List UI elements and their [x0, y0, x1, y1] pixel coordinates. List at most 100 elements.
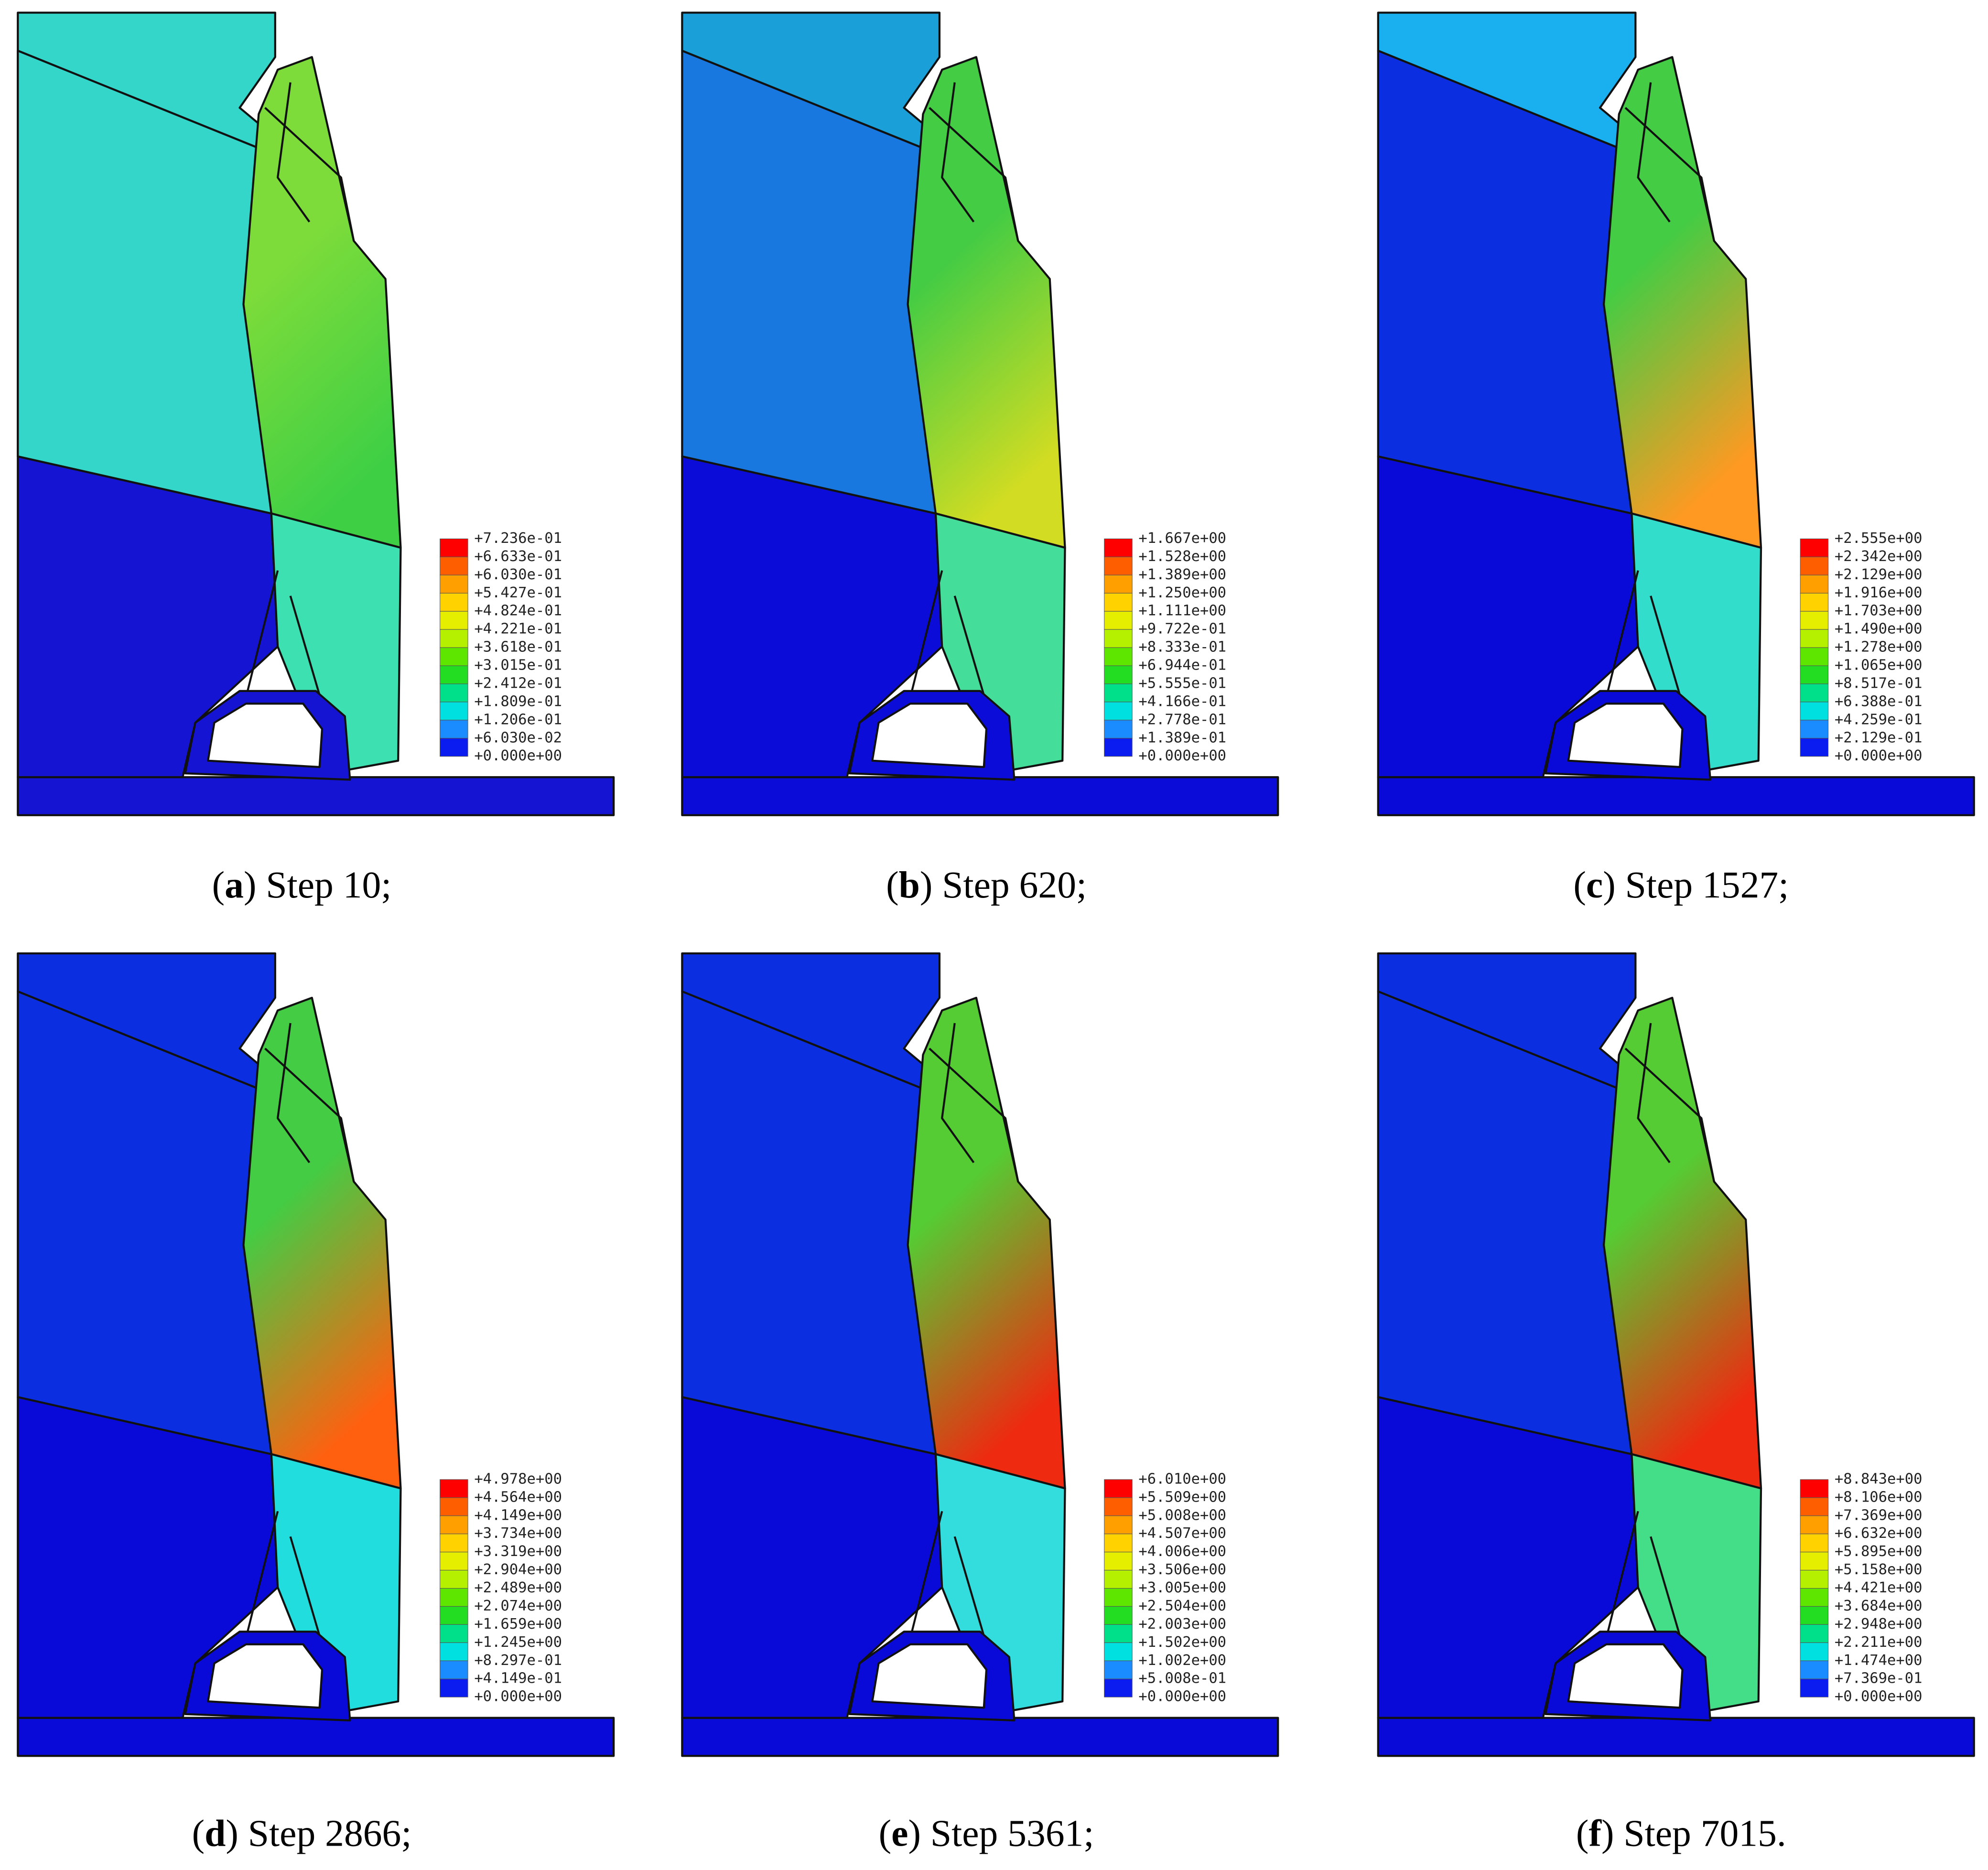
caption: (e) Step 5361; — [879, 1813, 1094, 1855]
rock-column — [1602, 56, 1762, 549]
caption-prefix: ( — [1573, 864, 1586, 906]
legend-label: +6.010e+00 — [1138, 1470, 1226, 1487]
legend-label: +1.490e+00 — [1835, 621, 1923, 638]
legend-label: +6.632e+00 — [1835, 1525, 1923, 1542]
legend-swatch — [1800, 574, 1829, 594]
panel: +7.236e-01+6.633e-01+6.030e-01+5.427e-01… — [17, 11, 615, 816]
legend-label: +4.006e+00 — [1138, 1543, 1226, 1560]
rock-column — [907, 996, 1066, 1490]
legend-swatch — [440, 1497, 468, 1516]
legend-label: +1.065e+00 — [1835, 657, 1923, 674]
legend-swatch — [1104, 593, 1133, 612]
legend-label: +4.507e+00 — [1138, 1525, 1226, 1542]
rock-column — [242, 996, 402, 1490]
panel: +2.555e+00+2.342e+00+2.129e+00+1.916e+00… — [1377, 11, 1975, 816]
legend-swatch — [1104, 1515, 1133, 1535]
caption-letter: d — [205, 1813, 226, 1855]
legend-label: +1.916e+00 — [1835, 584, 1923, 601]
legend-label: +2.778e-01 — [1138, 711, 1226, 728]
legend-label: +0.000e+00 — [474, 747, 562, 764]
legend-label: +2.003e+00 — [1138, 1616, 1226, 1632]
legend-swatch — [440, 683, 468, 703]
caption-text: ) Step 1527; — [1603, 864, 1789, 906]
legend-swatch — [440, 593, 468, 612]
caption-text: ) Step 7015. — [1601, 1813, 1786, 1855]
legend-swatch — [1800, 1570, 1829, 1589]
legend-label: +5.008e-01 — [1138, 1670, 1226, 1687]
legend-swatch — [1800, 1678, 1829, 1697]
legend-swatch — [1800, 1588, 1829, 1607]
caption-letter: f — [1588, 1813, 1602, 1855]
legend-label: +2.129e+00 — [1835, 566, 1923, 583]
legend-label: +2.504e+00 — [1138, 1598, 1226, 1614]
joint — [1624, 107, 1715, 241]
legend-swatch — [1104, 1624, 1133, 1643]
base-slab — [1377, 1717, 1975, 1757]
legend-label: +3.319e+00 — [474, 1543, 562, 1560]
panel: +1.667e+00+1.528e+00+1.389e+00+1.250e+00… — [681, 11, 1279, 816]
legend-label: +4.421e+00 — [1835, 1579, 1923, 1596]
tunnel-opening — [871, 703, 988, 768]
base-slab — [17, 776, 615, 816]
caption-letter: b — [899, 864, 920, 906]
legend-swatch — [1104, 629, 1133, 648]
legend-label: +1.389e-01 — [1138, 729, 1226, 746]
legend-label: +8.333e-01 — [1138, 639, 1226, 656]
rock-top — [1377, 952, 1677, 1113]
legend-label: +1.002e+00 — [1138, 1652, 1226, 1669]
legend-label: +4.149e-01 — [474, 1670, 562, 1687]
legend-label: +5.427e-01 — [474, 584, 562, 601]
legend-label: +8.106e+00 — [1835, 1489, 1923, 1505]
legend-label: +2.555e+00 — [1835, 530, 1923, 547]
legend-label: +3.684e+00 — [1835, 1598, 1923, 1614]
legend-label: +4.978e+00 — [474, 1470, 562, 1487]
legend-swatch — [1800, 720, 1829, 739]
legend-swatch — [1104, 720, 1133, 739]
legend-swatch — [440, 647, 468, 666]
legend-swatch — [1800, 738, 1829, 757]
tunnel-opening — [871, 1643, 988, 1709]
legend-swatch — [1800, 629, 1829, 648]
legend-label: +4.221e-01 — [474, 621, 562, 638]
legend-swatch — [1104, 1660, 1133, 1679]
legend-label: +1.703e+00 — [1835, 603, 1923, 619]
legend-label: +1.245e+00 — [474, 1634, 562, 1651]
legend-swatch — [440, 629, 468, 648]
rock-top — [1377, 11, 1677, 173]
legend-swatch — [440, 738, 468, 757]
rock-top — [17, 952, 317, 1113]
legend-label: +9.722e-01 — [1138, 621, 1226, 638]
legend-label: +3.005e+00 — [1138, 1579, 1226, 1596]
panel: +8.843e+00 +8.106e+00 +7.369e+00+6.632e+00… — [1377, 952, 1975, 1757]
legend-label: +0.000e+00 — [1835, 747, 1923, 764]
legend-label: +5.895e+00 — [1835, 1543, 1923, 1560]
tunnel-opening — [207, 1643, 324, 1709]
legend-swatch — [1104, 683, 1133, 703]
legend-label: +5.555e-01 — [1138, 675, 1226, 692]
legend-label: +4.259e-01 — [1835, 711, 1923, 728]
tunnel-opening — [1567, 703, 1684, 768]
legend-label: +6.633e-01 — [474, 548, 562, 565]
legend-swatch — [440, 720, 468, 739]
joint — [929, 107, 1019, 241]
legend-swatch — [1104, 1534, 1133, 1553]
rock-column — [1602, 996, 1762, 1490]
legend-swatch — [440, 1515, 468, 1535]
caption-letter: c — [1586, 864, 1603, 906]
caption-text: ) Step 5361; — [908, 1813, 1094, 1855]
legend-label: +4.149e+00 — [474, 1507, 562, 1524]
legend-swatch — [1800, 1479, 1829, 1498]
legend-swatch — [440, 574, 468, 594]
joint — [1624, 1048, 1715, 1182]
rock-top — [681, 11, 981, 173]
legend-label: +2.129e-01 — [1835, 729, 1923, 746]
legend-label: +7.369e-01 — [1835, 1670, 1923, 1687]
caption-prefix: ( — [879, 1813, 892, 1855]
panel: +4.978e+00 +4.564e+00 +4.149e+00+3.734e+00… — [17, 952, 615, 1757]
legend-label: +5.008e+00 — [1138, 1507, 1226, 1524]
caption-prefix: ( — [212, 864, 225, 906]
tunnel-opening — [207, 703, 324, 768]
legend-label: +1.250e+00 — [1138, 584, 1226, 601]
joint — [941, 1023, 975, 1163]
